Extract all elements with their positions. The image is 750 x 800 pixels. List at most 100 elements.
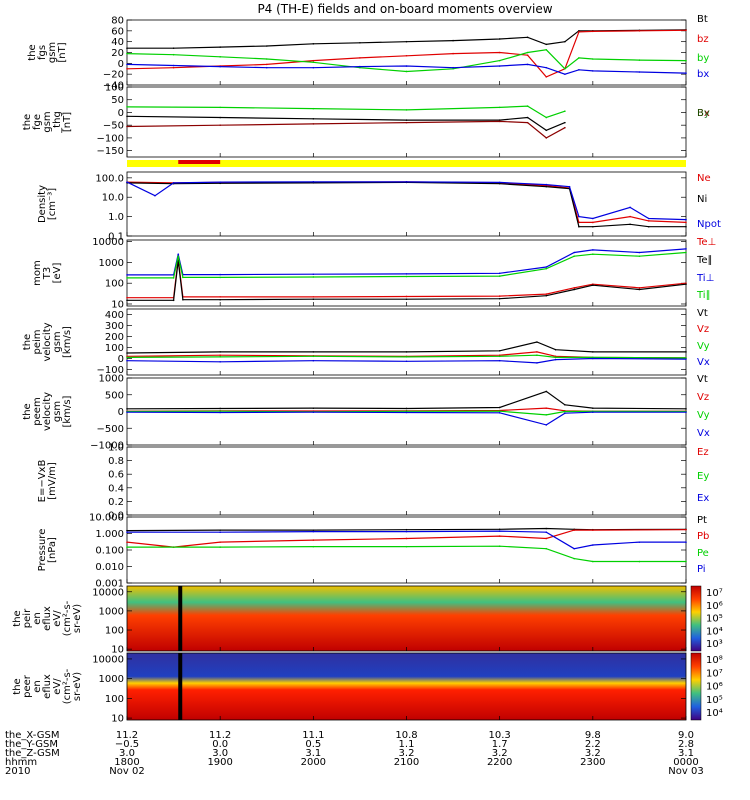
data-point [312,43,315,45]
series-line [126,63,687,75]
legend-entry: Vy [697,410,710,421]
data-point [498,51,501,54]
data-point [498,59,501,62]
data-point [578,69,580,71]
data-point [638,541,641,543]
data-point [526,51,529,54]
data-point [172,47,175,49]
y-axis-label: the [27,44,38,60]
data-point [568,185,571,188]
y-axis-label: gsm [52,331,63,352]
ephemeris-value: 11.2 [116,730,138,741]
data-point [498,120,501,123]
data-point [545,43,548,46]
y-axis-label: [nT] [62,112,73,132]
series-line [126,181,686,228]
colorbar [690,585,702,652]
data-point [685,283,687,285]
ephemeris-value: 3.2 [585,748,601,759]
y-axis-label: mom [32,260,43,286]
data-point [592,529,594,531]
data-point [452,52,454,55]
y-tick-label: 1000 [99,606,124,617]
y-tick-label: −100 [97,133,124,144]
data-point [545,129,548,132]
data-point [312,276,315,278]
ephemeris-value: Nov 02 [109,766,144,777]
y-tick-label: 1000 [99,258,124,269]
y-tick-label: 100 [105,626,124,637]
data-point [638,251,641,254]
y-axis-label: [km/s] [62,395,73,427]
data-point [265,45,268,47]
data-point [545,407,548,409]
data-point [573,251,575,254]
series-line [126,411,686,426]
data-point [638,255,641,257]
data-point [685,72,687,74]
data-point [685,351,687,353]
data-point [629,223,631,226]
data-point [536,341,538,343]
data-point [592,221,594,224]
data-point [685,358,687,360]
data-point [219,181,221,183]
y-axis-label: Pressure [37,529,48,572]
y-axis-label: [nT] [57,42,68,62]
y-tick-label: 100 [105,694,124,705]
y-tick-label: −1000 [90,441,124,452]
data-point [219,182,221,185]
data-point [498,106,501,109]
data-point [498,297,501,300]
data-point [405,545,408,548]
series-line [127,258,687,299]
data-point [592,357,594,360]
data-point [219,529,221,531]
legend-entry: Pi [697,564,706,575]
y-tick-label: 0.0 [108,511,124,522]
y-tick-label: −50 [103,121,124,132]
y-axis-label: peir [22,608,33,628]
data-point [573,287,575,289]
data-point [638,287,641,289]
data-point [126,411,128,413]
ephemeris-value: 0000 [673,757,698,768]
y-tick-label: 100 [105,279,124,290]
y-tick-label: 50 [111,95,124,106]
ephemeris-row-label: the_Z-GSM [5,748,60,759]
y-axis-label: eV/ [52,610,63,627]
data-point [312,107,315,110]
data-point [405,275,408,278]
colorbar-label: 10⁸ [706,655,723,666]
data-point [685,528,687,531]
data-point [545,531,548,533]
data-point [498,359,501,362]
y-tick-label: 0.4 [108,483,124,494]
data-point [219,124,221,126]
y-tick-label: 100.0 [95,173,124,184]
data-point [526,116,529,119]
data-point [545,424,548,426]
data-point [545,527,548,530]
data-point [498,350,501,352]
ephemeris-value: 2200 [487,757,512,768]
data-point [498,410,501,412]
data-point [545,137,548,139]
data-point [219,407,221,410]
y-tick-label: −20 [103,70,124,81]
panel-frame [126,308,687,376]
y-tick-label: 1.0 [108,212,124,223]
data-point [126,274,128,276]
data-point [526,54,529,57]
data-point [177,255,180,257]
data-point [685,357,687,359]
data-point [182,276,184,279]
y-axis-label: gsm [42,111,53,132]
data-point [498,65,501,67]
data-point [405,295,408,298]
data-point [182,298,184,301]
data-point [685,411,687,413]
y-tick-label: 0 [118,108,124,119]
data-point [578,215,580,218]
data-point [312,407,315,409]
